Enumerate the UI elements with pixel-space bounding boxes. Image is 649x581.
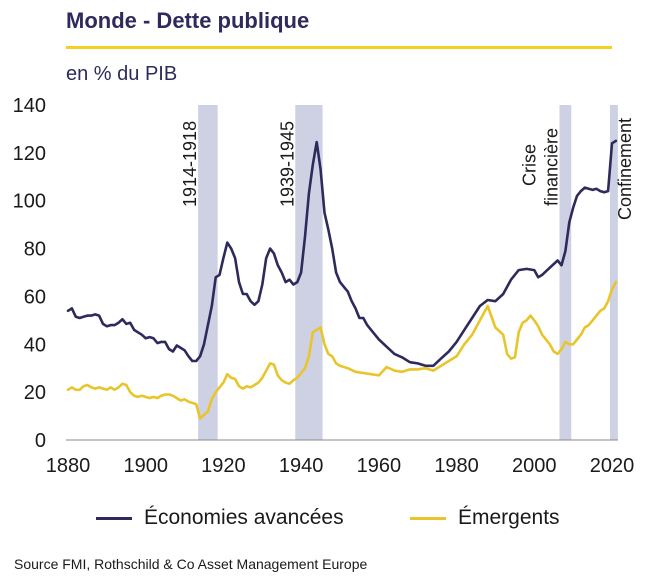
x-tick-label-2020: 2020 bbox=[590, 455, 635, 477]
axes: 0 20 40 60 80 100 120 140 1880 1900 1920 1940 1960 19… bbox=[13, 95, 635, 477]
event-band-labels: 1914-1918 1939-1945 Crise financière Confine… bbox=[180, 118, 635, 220]
event-band-label-1: 1939-1945 bbox=[277, 121, 297, 207]
series-line-advanced bbox=[66, 139, 618, 368]
x-tick-label-1900: 1900 bbox=[123, 455, 168, 477]
source-note: Source FMI, Rothschild & Co Asset Manage… bbox=[14, 556, 368, 572]
series-lines bbox=[66, 139, 618, 420]
event-band-0 bbox=[198, 105, 218, 440]
legend-swatch-advanced bbox=[96, 516, 132, 520]
y-tick-label-80: 80 bbox=[24, 239, 46, 261]
series-line-emerging bbox=[66, 280, 618, 420]
x-tick-label-1940: 1940 bbox=[279, 455, 324, 477]
event-band-label-2-1: financière bbox=[541, 128, 561, 206]
legend-label-emerging: Émergents bbox=[458, 506, 560, 529]
y-tick-label-20: 20 bbox=[24, 382, 46, 404]
x-tick-label-1880: 1880 bbox=[46, 455, 91, 477]
chart-title: Monde - Dette publique bbox=[66, 8, 310, 33]
x-tick-label-1960: 1960 bbox=[357, 455, 402, 477]
legend-label-advanced: Économies avancées bbox=[144, 506, 344, 529]
x-tick-label-1980: 1980 bbox=[434, 455, 479, 477]
title-underline bbox=[66, 46, 612, 49]
x-tick-label-2000: 2000 bbox=[512, 455, 557, 477]
y-tick-label-120: 120 bbox=[13, 143, 46, 165]
legend: Économies avancées Émergents bbox=[0, 506, 649, 536]
legend-item-emerging: Émergents bbox=[410, 506, 560, 530]
event-band-label-0: 1914-1918 bbox=[180, 121, 200, 207]
y-tick-label-0: 0 bbox=[35, 430, 46, 452]
y-tick-label-40: 40 bbox=[24, 334, 46, 356]
chart-subtitle: en % du PIB bbox=[66, 63, 178, 85]
event-band-label-3: Confinement bbox=[615, 118, 635, 220]
event-bands bbox=[198, 105, 618, 440]
event-band-2 bbox=[559, 105, 572, 440]
y-tick-label-100: 100 bbox=[13, 191, 46, 213]
y-tick-label-140: 140 bbox=[13, 95, 46, 117]
event-band-3 bbox=[610, 105, 618, 440]
y-tick-label-60: 60 bbox=[24, 286, 46, 308]
legend-item-advanced: Économies avancées bbox=[96, 506, 344, 530]
debt-line-chart: 0 20 40 60 80 100 120 140 1880 1900 1920 1940 1960 19… bbox=[13, 95, 635, 477]
legend-swatch-emerging bbox=[410, 516, 446, 520]
x-tick-label-1920: 1920 bbox=[201, 455, 246, 477]
event-band-label-2-0: Crise bbox=[519, 144, 539, 186]
